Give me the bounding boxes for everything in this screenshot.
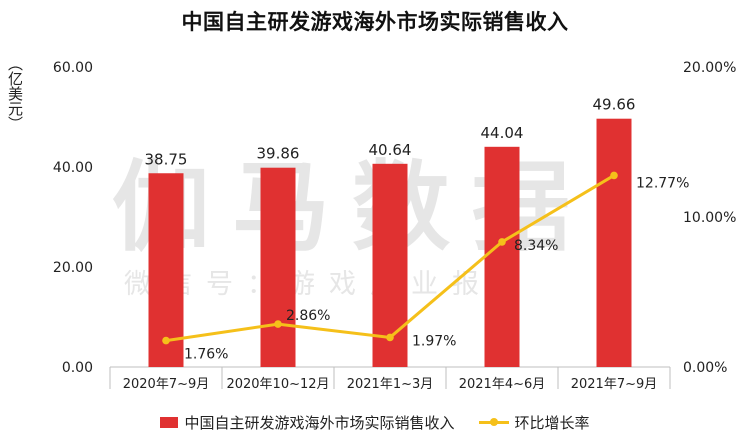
growth-point (162, 336, 170, 345)
legend-item-growth: 环比增长率 (478, 412, 590, 433)
growth-point (610, 171, 618, 180)
growth-point (274, 320, 282, 328)
chart-title: 中国自主研发游戏海外市场实际销售收入 (181, 10, 569, 34)
chart-plot: 0.00 20.00 40.00 60.00 0.00% 10.00% 20.00% 2020… (53, 60, 736, 392)
legend-label-growth: 环比增长率 (514, 414, 590, 432)
bar (596, 118, 632, 367)
bar (260, 167, 296, 367)
bar-data-label: 49.66 (593, 96, 636, 114)
y-right-tick-label: 0.00% (683, 360, 727, 376)
bar-data-label: 39.86 (257, 145, 300, 163)
growth-point (386, 333, 394, 342)
legend-label-revenue: 中国自主研发游戏海外市场实际销售收入 (184, 414, 455, 432)
bar-data-label: 38.75 (145, 150, 188, 168)
x-tick-label: 2021年4~6月 (459, 377, 546, 392)
growth-data-label: 1.97% (412, 333, 456, 349)
bar (484, 146, 520, 367)
y-axis-left-label: （亿美元） (6, 56, 24, 131)
growth-data-label: 12.77% (636, 175, 689, 191)
y-left-tick-label: 60.00 (53, 60, 93, 76)
bar-data-label: 40.64 (369, 141, 412, 159)
y-right-tick-label: 20.00% (683, 60, 736, 76)
growth-point (498, 238, 506, 246)
x-tick-label: 2020年7~9月 (123, 377, 210, 392)
bar (372, 163, 408, 367)
bar (148, 173, 184, 367)
x-tick-label: 2021年7~9月 (571, 377, 658, 392)
legend-swatch-bar (160, 417, 179, 428)
legend-item-revenue: 中国自主研发游戏海外市场实际销售收入 (160, 412, 455, 433)
growth-data-label: 8.34% (514, 238, 558, 254)
growth-data-label: 1.76% (184, 347, 228, 363)
legend: 中国自主研发游戏海外市场实际销售收入 环比增长率 (0, 412, 750, 433)
y-left-tick-label: 0.00 (62, 360, 93, 376)
bar-data-label: 44.04 (481, 124, 524, 142)
legend-swatch-line-marker (489, 418, 498, 426)
x-tick-label: 2021年1~3月 (347, 377, 434, 392)
growth-data-label: 2.86% (286, 308, 330, 324)
y-left-tick-label: 40.00 (53, 160, 93, 176)
y-left-tick-label: 20.00 (53, 260, 93, 276)
y-right-tick-label: 10.00% (683, 210, 736, 226)
legend-swatch-line (478, 417, 509, 428)
x-tick-label: 2020年10~12月 (226, 377, 329, 392)
